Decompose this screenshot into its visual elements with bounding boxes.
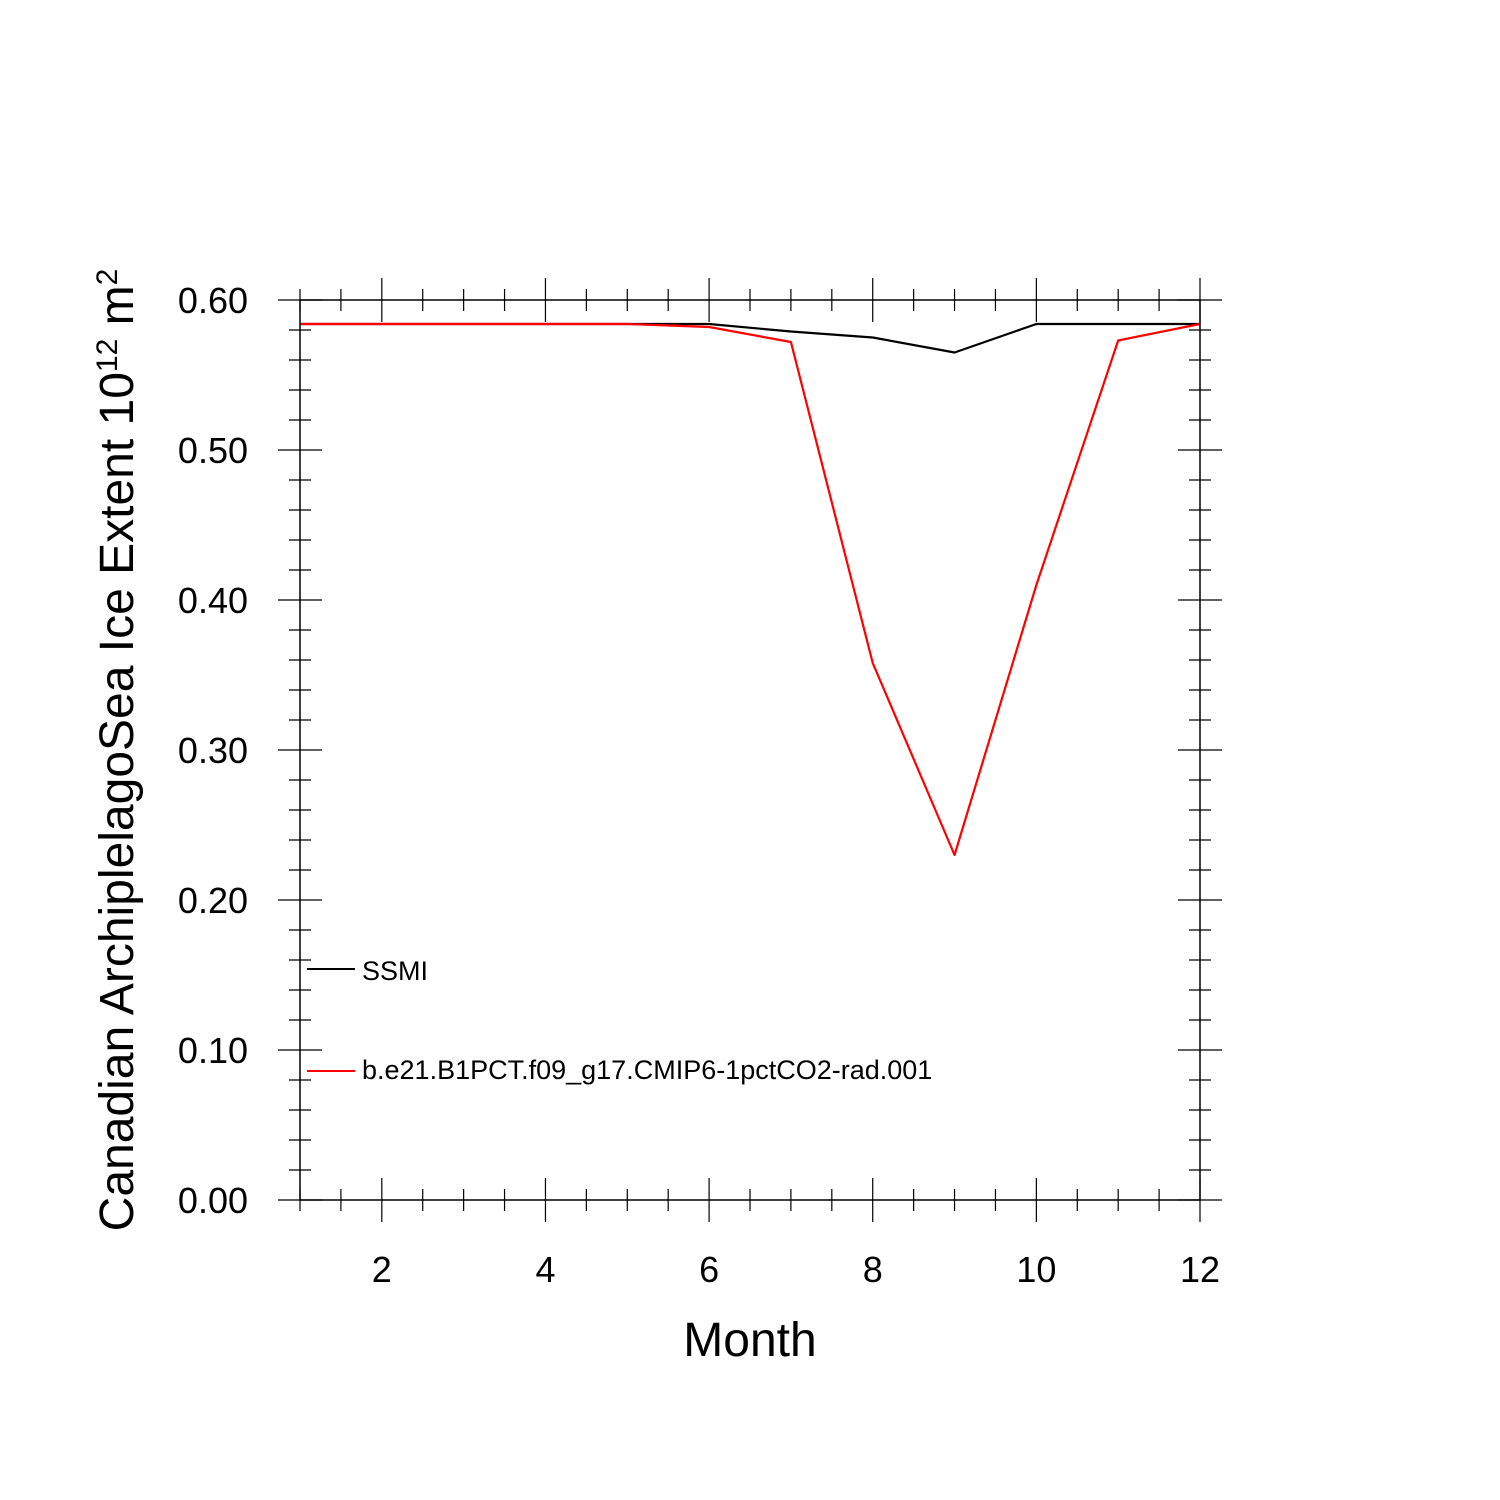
legend-label-ssmi: SSMI <box>362 956 428 986</box>
legend-label-model: b.e21.B1PCT.f09_g17.CMIP6-1pctCO2-rad.00… <box>362 1055 932 1085</box>
x-tick-label: 10 <box>1016 1249 1056 1290</box>
tick-labels: 2 4 6 8 10 12 0.00 0.10 0.20 0.30 0.40 0.50 0.60 <box>178 280 1220 1290</box>
y-axis-title-unit-exponent: 2 <box>91 269 124 286</box>
y-axis-title-unit: m <box>91 285 144 338</box>
y-axis-title-exponent: 12 <box>91 339 124 372</box>
x-tick-label: 8 <box>863 1249 883 1290</box>
legend: SSMI b.e21.B1PCT.f09_g17.CMIP6-1pctCO2-r… <box>307 956 932 1085</box>
y-tick-label: 0.40 <box>178 580 248 621</box>
series-layer <box>300 322 1201 857</box>
x-tick-label: 2 <box>372 1249 392 1290</box>
series-line-1 <box>300 322 1201 857</box>
series-line-0 <box>300 322 1200 354</box>
y-tick-label: 0.10 <box>178 1030 248 1071</box>
x-tick-label: 6 <box>699 1249 719 1290</box>
y-tick-label: 0.30 <box>178 730 248 771</box>
x-tick-label: 4 <box>535 1249 555 1290</box>
y-axis-title-main: Canadian ArchiplelagoSea Ice Extent 10 <box>91 372 144 1231</box>
x-tick-label: 12 <box>1180 1249 1220 1290</box>
x-axis-title: Month <box>683 1314 816 1367</box>
y-tick-label: 0.20 <box>178 880 248 921</box>
y-axis-title: Canadian ArchiplelagoSea Ice Extent 1012… <box>91 269 145 1232</box>
y-tick-label: 0.00 <box>178 1180 248 1221</box>
y-tick-label: 0.50 <box>178 430 248 471</box>
plot-frame <box>299 299 1201 1201</box>
y-tick-label: 0.60 <box>178 280 248 321</box>
